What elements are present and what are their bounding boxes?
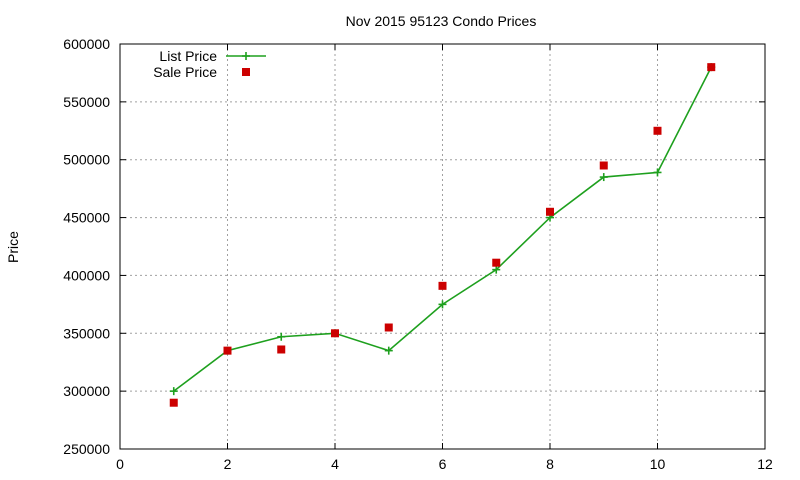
data-point xyxy=(384,346,393,355)
x-tick-label: 10 xyxy=(650,456,666,472)
y-tick-label: 450000 xyxy=(63,210,110,226)
x-tick-label: 2 xyxy=(224,456,232,472)
x-tick-label: 6 xyxy=(439,456,447,472)
y-tick-label: 550000 xyxy=(63,94,110,110)
data-point xyxy=(707,63,716,72)
x-tick-label: 12 xyxy=(757,456,773,472)
data-point xyxy=(223,346,232,355)
y-tick-label: 250000 xyxy=(63,441,110,457)
y-axis-title: Price xyxy=(5,231,21,263)
data-point xyxy=(599,161,608,170)
x-tick-label: 0 xyxy=(116,456,124,472)
data-point xyxy=(169,387,178,396)
y-tick-label: 300000 xyxy=(63,383,110,399)
data-point xyxy=(438,300,447,309)
y-tick-label: 600000 xyxy=(63,36,110,52)
y-tick-label: 400000 xyxy=(63,267,110,283)
data-point xyxy=(331,329,339,338)
legend-label: Sale Price xyxy=(153,64,217,80)
grid xyxy=(120,44,765,449)
data-point xyxy=(277,332,286,341)
data-point xyxy=(277,345,286,354)
data-point xyxy=(492,265,501,274)
x-tick-label: 4 xyxy=(331,456,339,472)
x-tick-label: 8 xyxy=(546,456,554,472)
series-1 xyxy=(169,63,716,407)
data-point xyxy=(492,258,501,267)
y-tick-label: 500000 xyxy=(63,152,110,168)
chart-title: Nov 2015 95123 Condo Prices xyxy=(346,13,537,29)
data-point xyxy=(169,398,178,407)
data-point xyxy=(653,126,662,135)
legend-marker xyxy=(242,52,250,60)
axes: 0 2 4 6 8 10 12 250000 300000 350000 400000 450000 5… xyxy=(63,36,773,472)
data-point xyxy=(599,173,608,182)
legend-label: List Price xyxy=(159,48,217,64)
legend-marker xyxy=(242,68,250,76)
y-tick-label: 350000 xyxy=(63,325,110,341)
data-point xyxy=(384,323,393,332)
data-point xyxy=(653,168,662,177)
data-point xyxy=(438,281,447,290)
data-point xyxy=(546,207,554,216)
series xyxy=(169,63,716,407)
